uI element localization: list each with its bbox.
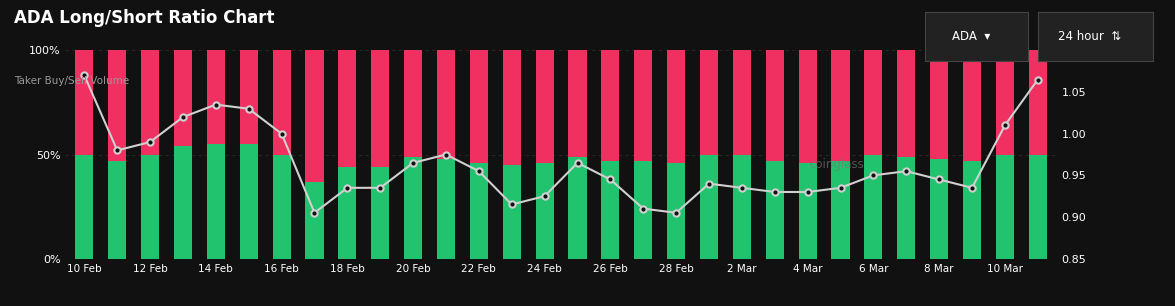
Bar: [306, 50, 323, 181]
Bar: [569, 157, 586, 259]
Bar: [931, 159, 948, 259]
Bar: [207, 50, 224, 144]
Bar: [174, 50, 192, 146]
Bar: [569, 50, 586, 157]
Bar: [404, 157, 422, 259]
Bar: [832, 161, 850, 259]
Bar: [602, 161, 619, 259]
Bar: [799, 163, 817, 259]
Bar: [75, 50, 93, 155]
Bar: [799, 50, 817, 163]
Bar: [700, 50, 718, 155]
Bar: [1029, 50, 1047, 155]
Bar: [996, 50, 1014, 155]
Bar: [733, 155, 751, 259]
Bar: [108, 161, 126, 259]
Bar: [371, 167, 389, 259]
Bar: [108, 50, 126, 161]
Text: 24 hour  ⇅: 24 hour ⇅: [1058, 30, 1121, 43]
Bar: [865, 155, 882, 259]
Bar: [865, 50, 882, 155]
Bar: [371, 50, 389, 167]
Bar: [832, 50, 850, 161]
Bar: [470, 163, 488, 259]
Text: ADA Long/Short Ratio Chart: ADA Long/Short Ratio Chart: [14, 9, 275, 27]
Bar: [931, 50, 948, 159]
Text: ADA  ▾: ADA ▾: [952, 30, 991, 43]
Bar: [733, 50, 751, 155]
Bar: [963, 50, 981, 161]
Bar: [503, 50, 521, 165]
Bar: [1029, 155, 1047, 259]
Bar: [700, 155, 718, 259]
Bar: [898, 50, 915, 157]
Bar: [437, 50, 455, 159]
Bar: [766, 50, 784, 161]
Bar: [174, 146, 192, 259]
Bar: [437, 159, 455, 259]
Bar: [273, 50, 290, 155]
Bar: [141, 155, 159, 259]
Bar: [240, 50, 257, 144]
Bar: [634, 161, 652, 259]
Text: coinglass: coinglass: [810, 159, 864, 171]
Bar: [667, 163, 685, 259]
Bar: [207, 144, 224, 259]
Bar: [667, 50, 685, 163]
Text: Taker Buy/Sell Volume: Taker Buy/Sell Volume: [14, 76, 129, 87]
Bar: [536, 163, 553, 259]
Bar: [766, 161, 784, 259]
Bar: [996, 155, 1014, 259]
Bar: [898, 157, 915, 259]
Bar: [963, 161, 981, 259]
Bar: [141, 50, 159, 155]
Bar: [240, 144, 257, 259]
Bar: [503, 165, 521, 259]
Bar: [602, 50, 619, 161]
Bar: [273, 155, 290, 259]
Bar: [404, 50, 422, 157]
Bar: [306, 181, 323, 259]
Bar: [338, 50, 356, 167]
Bar: [75, 155, 93, 259]
Bar: [634, 50, 652, 161]
Bar: [338, 167, 356, 259]
Bar: [536, 50, 553, 163]
Bar: [470, 50, 488, 163]
